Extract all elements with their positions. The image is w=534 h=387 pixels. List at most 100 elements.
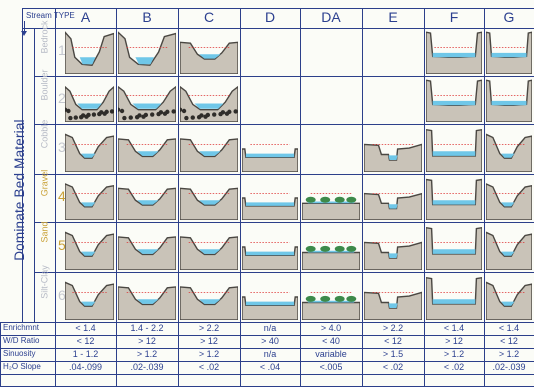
row-number-3: 3 <box>58 139 66 155</box>
criteria-label: Enrichmnt <box>3 323 40 332</box>
water-surface <box>245 202 295 206</box>
vegetation-mark <box>346 245 357 252</box>
water-surface <box>501 301 515 306</box>
cross-section-g-2 <box>486 78 532 122</box>
water-surface <box>432 249 476 254</box>
cross-section-da-5 <box>302 224 360 270</box>
cross-section-c-2 <box>180 78 238 122</box>
grid-criteria-line-0 <box>0 335 534 336</box>
water-surface <box>307 250 355 253</box>
criteria-value: < 1.4 <box>443 323 465 333</box>
vegetation-mark <box>320 245 331 252</box>
cross-section-a-1 <box>65 30 114 74</box>
water-surface <box>199 249 221 254</box>
grid-criteria-line-3 <box>0 374 534 375</box>
water-surface <box>388 303 398 308</box>
water-surface <box>137 151 159 156</box>
vegetation-mark <box>346 196 357 203</box>
boulder-mark <box>102 111 107 116</box>
grid-row-line-4 <box>34 272 534 273</box>
water-surface <box>81 301 96 306</box>
ground-profile <box>65 31 114 74</box>
ground-profile <box>242 296 298 320</box>
grid-criteria-line-1 <box>0 348 534 349</box>
row-material-gravel: Gravel <box>39 169 49 197</box>
water-surface <box>432 299 476 304</box>
cross-section-b-4 <box>118 176 176 220</box>
water-surface <box>432 151 476 156</box>
criteria-value: > 12 <box>138 336 156 346</box>
ground-profile <box>486 79 532 122</box>
boulder-mark <box>150 112 155 117</box>
criteria-value: n/a <box>263 323 277 333</box>
criteria-value: > 1.2 <box>136 349 158 359</box>
vegetation-mark <box>334 196 345 203</box>
ground-profile <box>118 187 176 220</box>
ground-profile <box>426 79 482 122</box>
water-surface <box>388 253 398 258</box>
ground-profile <box>65 183 114 220</box>
water-surface <box>501 153 515 158</box>
boulder-mark <box>84 114 89 119</box>
water-surface <box>79 57 96 65</box>
row-number-6: 6 <box>58 287 66 303</box>
water-surface <box>307 201 355 204</box>
row-material-silt-clay: Silt-Clay <box>39 265 49 299</box>
row-number-1: 1 <box>58 42 66 58</box>
ground-profile <box>65 231 114 270</box>
ground-profile <box>118 286 176 320</box>
boulder-mark <box>212 112 217 117</box>
water-surface <box>199 299 221 304</box>
cross-section-da-6 <box>302 274 360 320</box>
ground-profile <box>486 281 532 320</box>
row-material-boulder: Boulder <box>39 69 49 101</box>
cross-section-a-4 <box>65 176 114 220</box>
criteria-value: > 1.2 <box>198 349 220 359</box>
cross-section-g-1 <box>486 30 532 74</box>
grid-column-line-5 <box>362 8 363 386</box>
boulder-mark <box>78 114 84 120</box>
criteria-value: < 1.4 <box>75 323 96 333</box>
cross-section-f-1 <box>426 30 482 74</box>
boulder-mark <box>233 109 238 114</box>
grid-rowlabel-divider <box>34 28 35 322</box>
boulder-mark <box>68 115 73 121</box>
ground-profile <box>302 301 360 320</box>
grid-column-line-0 <box>55 8 56 386</box>
criteria-value: < 12 <box>76 336 95 346</box>
ground-profile <box>486 183 532 220</box>
stream-type-label: Stream TYPE <box>26 11 75 20</box>
criteria-value: > 2.2 <box>198 323 220 333</box>
cross-section-d-4 <box>242 176 298 220</box>
vegetation-mark <box>334 295 345 302</box>
cross-section-c-4 <box>180 176 238 220</box>
cross-section-b-6 <box>118 274 176 320</box>
boulder-mark <box>180 107 183 112</box>
row-material-sand: Sand <box>39 221 49 243</box>
ground-profile <box>65 133 114 172</box>
cross-section-a-5 <box>65 224 114 270</box>
ground-profile <box>180 286 238 320</box>
grid-column-line-6 <box>424 8 425 386</box>
cross-section-e-3 <box>364 126 422 172</box>
water-surface <box>245 153 295 158</box>
criteria-value: < .02 <box>198 362 220 372</box>
boulder-mark <box>73 115 78 120</box>
row-number-4: 4 <box>58 188 66 204</box>
row-number-5: 5 <box>58 237 66 253</box>
water-surface <box>77 103 102 109</box>
ground-profile <box>302 202 360 220</box>
water-surface <box>135 57 154 65</box>
boulder-mark <box>91 112 97 117</box>
cross-section-a-2 <box>65 78 114 122</box>
cross-section-b-2 <box>118 78 176 122</box>
criteria-value: < 40 <box>322 336 340 346</box>
boulder-mark <box>118 107 121 112</box>
boulder-mark <box>181 108 187 114</box>
cross-section-a-3 <box>65 126 114 172</box>
grid-top-border <box>22 8 534 9</box>
water-surface <box>491 52 527 58</box>
cross-section-d-6 <box>242 274 298 320</box>
grid-left-border <box>22 8 23 322</box>
water-surface <box>245 251 295 256</box>
